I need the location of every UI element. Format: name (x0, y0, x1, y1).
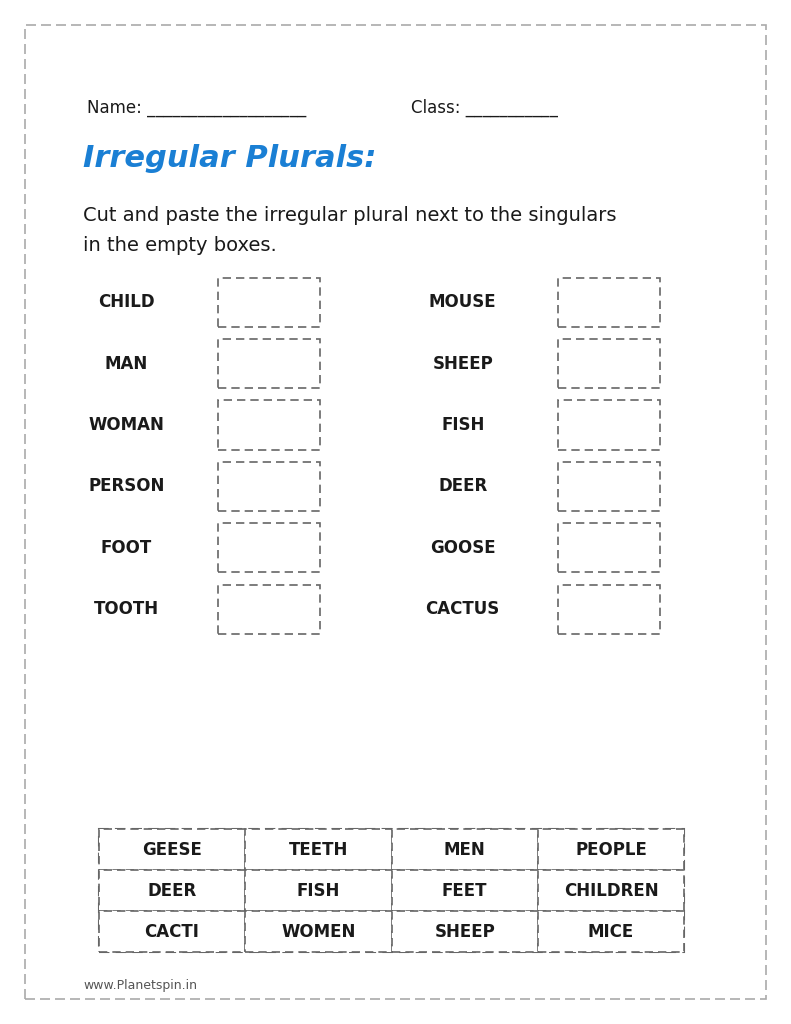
Text: DEER: DEER (438, 477, 487, 496)
Text: in the empty boxes.: in the empty boxes. (83, 237, 277, 255)
Bar (218, 278, 320, 327)
Text: GEESE: GEESE (142, 841, 202, 859)
Bar (245, 829, 392, 870)
Text: Name: ___________________: Name: ___________________ (87, 98, 306, 117)
Bar (392, 870, 538, 911)
Bar (558, 400, 660, 450)
Text: WOMEN: WOMEN (281, 923, 356, 941)
Text: MAN: MAN (105, 354, 148, 373)
Text: FEET: FEET (442, 882, 487, 900)
Bar (218, 523, 320, 572)
Bar (558, 462, 660, 511)
Bar (558, 585, 660, 634)
Bar (245, 911, 392, 952)
Text: PEOPLE: PEOPLE (575, 841, 647, 859)
Text: FISH: FISH (297, 882, 340, 900)
Text: TOOTH: TOOTH (94, 600, 159, 618)
Text: MEN: MEN (444, 841, 486, 859)
Bar (218, 400, 320, 450)
Text: Class: ___________: Class: ___________ (411, 98, 558, 117)
Bar (99, 911, 245, 952)
Text: PERSON: PERSON (89, 477, 165, 496)
Bar (538, 870, 684, 911)
Bar (558, 523, 660, 572)
Text: CACTUS: CACTUS (426, 600, 500, 618)
Bar (558, 278, 660, 327)
Text: Cut and paste the irregular plural next to the singulars: Cut and paste the irregular plural next … (83, 206, 616, 224)
Text: www.Planetspin.in: www.Planetspin.in (83, 979, 197, 991)
Bar (218, 339, 320, 388)
Text: FISH: FISH (441, 416, 484, 434)
Text: FOOT: FOOT (101, 539, 152, 557)
Text: Irregular Plurals:: Irregular Plurals: (83, 144, 377, 173)
Text: MOUSE: MOUSE (429, 293, 497, 311)
Bar (392, 911, 538, 952)
Bar (218, 585, 320, 634)
Text: TEETH: TEETH (289, 841, 348, 859)
Bar (392, 829, 538, 870)
Text: GOOSE: GOOSE (430, 539, 495, 557)
Text: WOMAN: WOMAN (89, 416, 165, 434)
Bar (99, 870, 245, 911)
Text: CHILD: CHILD (98, 293, 155, 311)
Text: CACTI: CACTI (145, 923, 199, 941)
Text: CHILDREN: CHILDREN (564, 882, 658, 900)
Bar (558, 339, 660, 388)
Bar (99, 829, 684, 952)
Bar (99, 829, 245, 870)
Text: SHEEP: SHEEP (433, 354, 493, 373)
Text: MICE: MICE (588, 923, 634, 941)
Bar (245, 870, 392, 911)
Bar (538, 829, 684, 870)
Text: DEER: DEER (147, 882, 197, 900)
Text: SHEEP: SHEEP (434, 923, 495, 941)
Bar (218, 462, 320, 511)
Bar (538, 911, 684, 952)
